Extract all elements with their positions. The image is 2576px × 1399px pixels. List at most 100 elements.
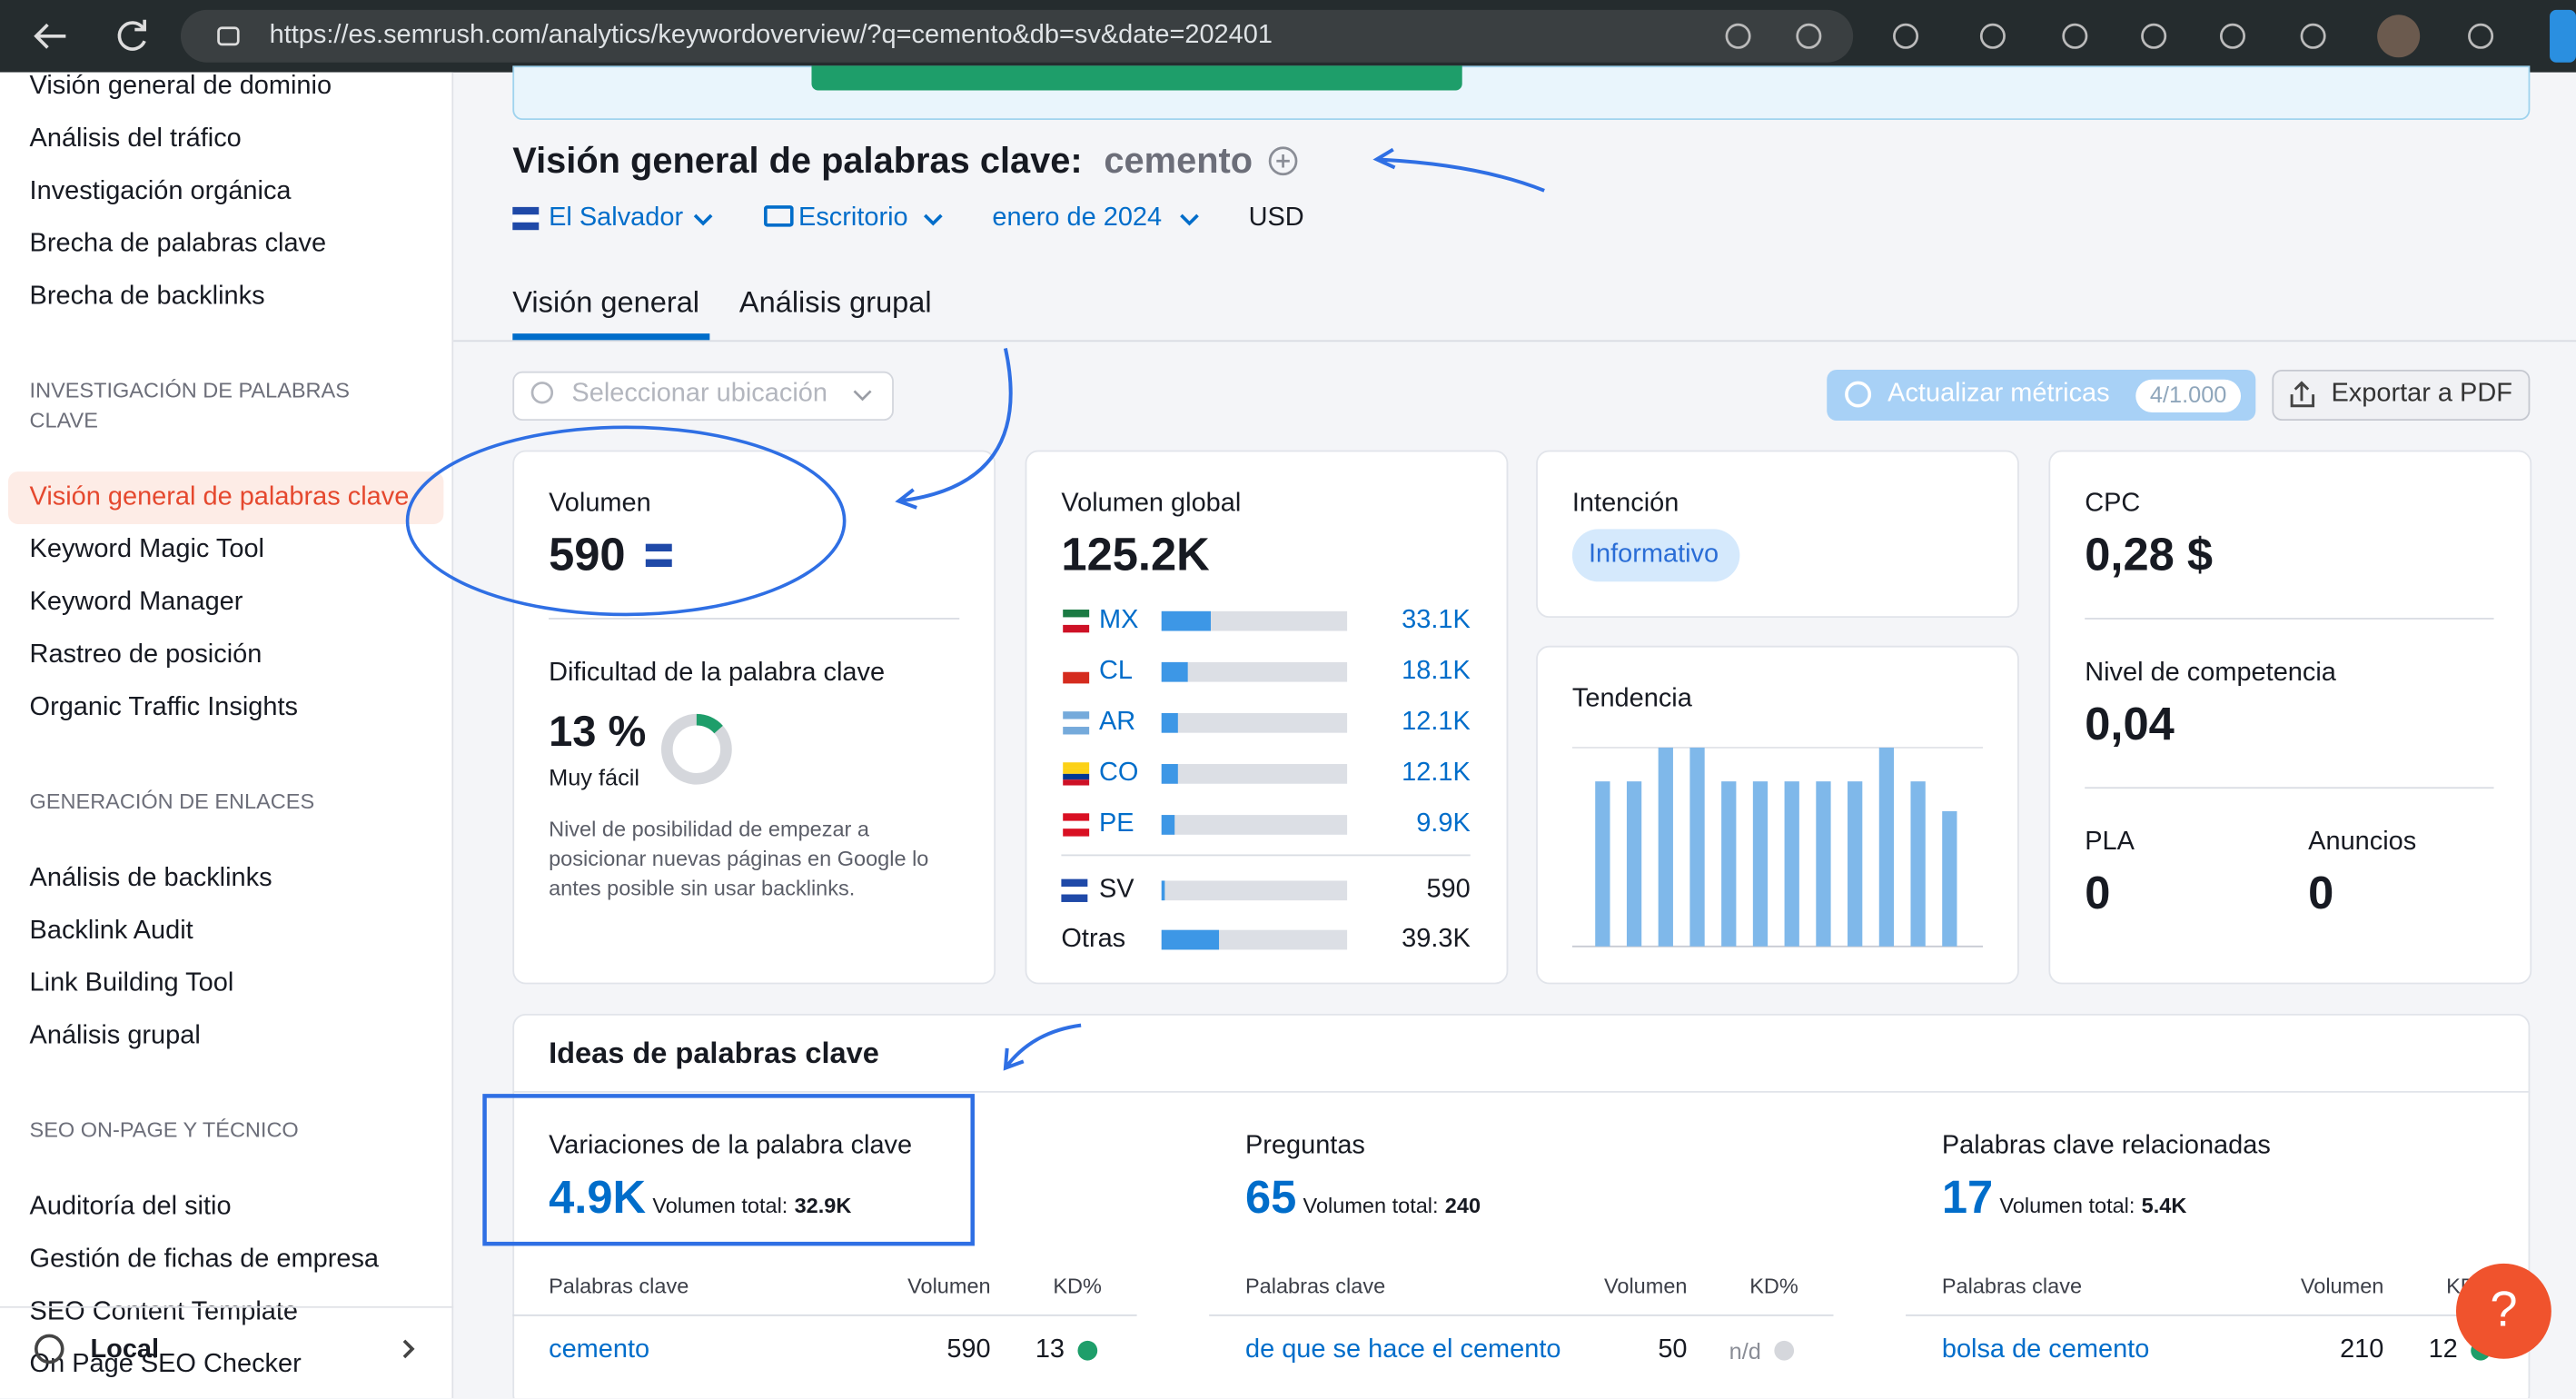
nav-item[interactable]: Backlink Audit — [29, 917, 193, 945]
filter[interactable]: El Salvador — [549, 203, 684, 233]
country-volume[interactable]: 12.1K — [1402, 708, 1471, 737]
nav-footer[interactable]: Local — [90, 1335, 160, 1364]
idea-total: 5.4K — [2141, 1193, 2187, 1218]
other-volume: 39.3K — [1402, 925, 1471, 954]
url[interactable]: https://es.semrush.com/analytics/keyword… — [269, 21, 1273, 50]
ads-value: 0 — [2308, 867, 2334, 919]
nav-item[interactable]: Keyword Magic Tool — [29, 535, 264, 564]
idea-total: 32.9K — [794, 1193, 852, 1218]
location-select[interactable] — [512, 371, 894, 422]
flag — [512, 222, 540, 231]
column-header: Palabras clave — [549, 1273, 689, 1298]
keyword-link[interactable]: cemento — [549, 1335, 650, 1364]
country-code[interactable]: MX — [1099, 606, 1139, 635]
column-header: Volumen — [1603, 1273, 1688, 1298]
divider — [512, 1090, 2531, 1093]
idea-count[interactable]: 65 — [1244, 1171, 1297, 1223]
country-volume[interactable]: 9.9K — [1416, 809, 1471, 838]
country-volume: 590 — [1426, 876, 1471, 904]
card-label: Nivel de competencia — [2085, 659, 2336, 688]
nav-item[interactable]: Brecha de palabras clave — [29, 230, 327, 258]
divider — [1906, 1314, 2531, 1316]
country-code[interactable]: PE — [1099, 809, 1134, 838]
nav-item[interactable]: Auditoría del sitio — [29, 1193, 232, 1221]
column-header: Palabras clave — [1244, 1273, 1386, 1298]
address-bar[interactable] — [180, 9, 1854, 63]
help-label[interactable]: ? — [2490, 1283, 2518, 1338]
column-header: KD% — [1053, 1273, 1102, 1298]
country-volume[interactable]: 33.1K — [1402, 606, 1471, 635]
nav-item[interactable]: Análisis grupal — [29, 1021, 201, 1050]
keyword-link[interactable]: de que se hace el cemento — [1244, 1335, 1561, 1364]
icon — [1979, 23, 2006, 49]
country-code[interactable]: CO — [1099, 759, 1139, 788]
column-header: Palabras clave — [1941, 1273, 2083, 1298]
intent-value: Informativo — [1588, 541, 1719, 569]
card-label: Intención — [1571, 489, 1679, 518]
nav-item[interactable]: SEO Content Template — [29, 1297, 299, 1326]
tab-active[interactable]: Visión general — [512, 285, 700, 319]
export-button[interactable] — [2272, 369, 2531, 422]
idea-count[interactable]: 4.9K — [549, 1171, 647, 1223]
divider — [0, 1305, 454, 1308]
nav-item-active[interactable]: Visión general de palabras clave — [29, 482, 410, 511]
kd-dot — [1077, 1340, 1098, 1361]
icon — [2468, 23, 2494, 49]
volume-value: 590 — [549, 529, 626, 580]
nav-item[interactable]: Link Building Tool — [29, 969, 234, 997]
tab[interactable]: Análisis grupal — [738, 285, 932, 319]
nav-item[interactable]: Brecha de backlinks — [29, 283, 265, 311]
share-bar — [1161, 661, 1188, 682]
keyword-link[interactable]: bolsa de cemento — [1941, 1335, 2150, 1364]
reload-icon — [117, 19, 146, 51]
difficulty-value: 13 % — [549, 706, 647, 756]
nav-item[interactable]: Análisis del tráfico — [29, 124, 242, 154]
nav-item[interactable]: Organic Traffic Insights — [29, 693, 298, 722]
share-track — [1161, 661, 1348, 682]
help-button[interactable] — [2455, 1263, 2551, 1359]
idea-count[interactable]: 17 — [1941, 1171, 1994, 1223]
country-code[interactable]: AR — [1099, 708, 1136, 737]
nav-item[interactable]: Keyword Manager — [29, 588, 243, 617]
card — [1536, 645, 2019, 985]
share-track — [1161, 712, 1348, 733]
nav-item[interactable]: Rastreo de posición — [29, 640, 263, 670]
nav-item[interactable]: Análisis de backlinks — [29, 864, 272, 893]
column-header: Volumen — [907, 1273, 991, 1298]
divider — [1061, 854, 1471, 857]
banner-button[interactable] — [811, 65, 1462, 91]
idea-summary: 17 Volumen total: 5.4K — [1942, 1170, 2187, 1225]
ideas-title: Ideas de palabras clave — [549, 1037, 879, 1070]
nav-item[interactable]: Visión general de dominio — [29, 72, 332, 101]
share-bar — [1161, 815, 1175, 835]
country-code[interactable]: CL — [1099, 657, 1133, 686]
nav-heading: SEO ON-PAGE Y TÉCNICO — [29, 1116, 299, 1143]
chevron — [924, 213, 943, 226]
filter[interactable]: Escritorio — [798, 203, 908, 233]
export-label: Exportar a PDF — [2331, 379, 2512, 408]
icon — [2300, 23, 2326, 49]
country-volume[interactable]: 18.1K — [1402, 657, 1471, 686]
nav-item[interactable]: Gestión de fichas de empresa — [29, 1245, 380, 1274]
icon — [2062, 23, 2088, 49]
total-label: Volumen total: — [1303, 1193, 1439, 1218]
nav-item[interactable]: Investigación orgánica — [29, 177, 292, 206]
share-track — [1161, 880, 1348, 901]
country-volume[interactable]: 12.1K — [1402, 759, 1471, 788]
icon — [1893, 23, 1919, 49]
other-label: Otras — [1061, 925, 1126, 954]
nav-item[interactable]: On Page SEO Checker — [29, 1350, 302, 1379]
keyword-volume: 210 — [2340, 1335, 2384, 1364]
flag — [512, 206, 540, 215]
card-label: Volumen — [549, 489, 651, 518]
browser-icons — [34, 9, 2576, 63]
keyword-kd: 13 — [1035, 1335, 1065, 1364]
avatar — [2377, 15, 2421, 58]
country-code: SV — [1099, 876, 1134, 904]
divider — [2085, 787, 2494, 789]
card-label: PLA — [2085, 828, 2135, 857]
filter[interactable]: enero de 2024 — [992, 203, 1163, 233]
filter[interactable]: USD — [1248, 203, 1304, 233]
lock-icon — [217, 26, 240, 46]
